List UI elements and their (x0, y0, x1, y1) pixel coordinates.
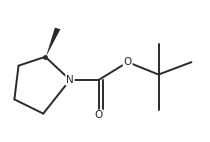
Polygon shape (46, 28, 60, 57)
Text: N: N (66, 75, 74, 85)
Text: O: O (123, 57, 132, 67)
Text: O: O (95, 110, 103, 120)
